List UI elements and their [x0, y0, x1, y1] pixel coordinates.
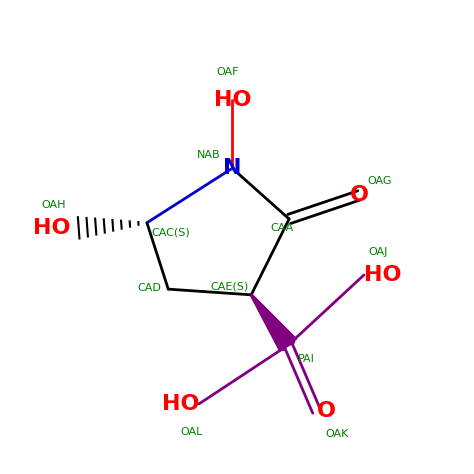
Text: PAI: PAI: [298, 354, 315, 364]
Text: OAL: OAL: [181, 427, 203, 437]
Text: HO: HO: [213, 90, 251, 109]
Text: CAC(S): CAC(S): [152, 228, 191, 237]
Text: HO: HO: [33, 219, 70, 238]
Text: OAF: OAF: [216, 67, 239, 77]
Text: CAD: CAD: [137, 283, 161, 293]
Text: CAE(S): CAE(S): [210, 281, 249, 291]
Text: OAG: OAG: [368, 176, 392, 186]
Text: N: N: [223, 158, 242, 178]
Text: OAH: OAH: [42, 200, 66, 210]
Polygon shape: [250, 294, 297, 351]
Text: OAK: OAK: [325, 429, 348, 439]
Text: P: P: [280, 335, 296, 355]
Text: HO: HO: [364, 265, 401, 285]
Text: OAJ: OAJ: [369, 247, 388, 257]
Text: O: O: [317, 401, 336, 421]
Text: HO: HO: [162, 394, 199, 414]
Text: NAB: NAB: [197, 150, 220, 160]
Text: O: O: [350, 185, 369, 205]
Text: CAA: CAA: [270, 223, 294, 233]
